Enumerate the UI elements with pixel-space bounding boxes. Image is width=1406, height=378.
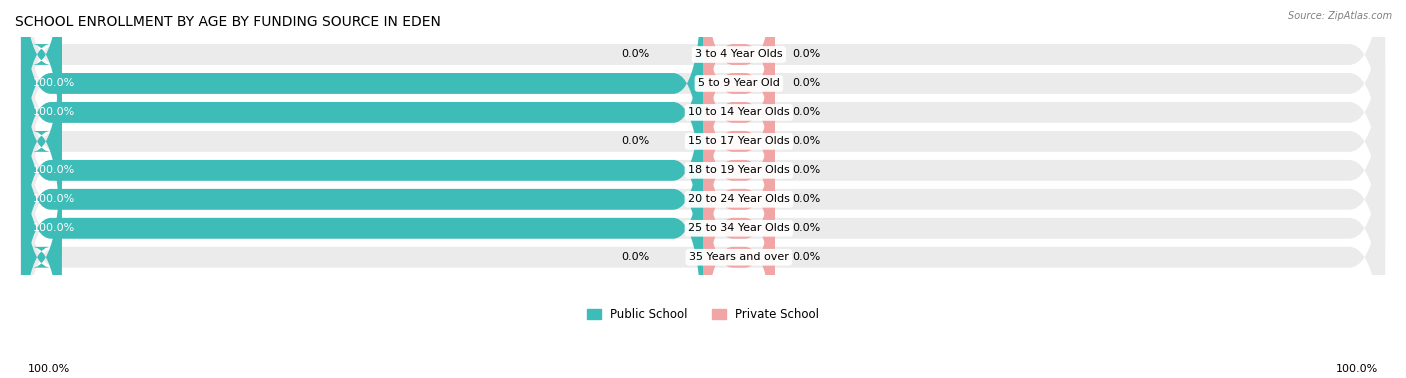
Text: 0.0%: 0.0% <box>621 50 650 59</box>
FancyBboxPatch shape <box>703 123 775 378</box>
Text: 0.0%: 0.0% <box>793 252 821 262</box>
FancyBboxPatch shape <box>21 36 703 305</box>
Text: 3 to 4 Year Olds: 3 to 4 Year Olds <box>695 50 783 59</box>
FancyBboxPatch shape <box>703 0 775 218</box>
FancyBboxPatch shape <box>21 7 62 276</box>
FancyBboxPatch shape <box>703 65 775 334</box>
Text: 0.0%: 0.0% <box>793 194 821 204</box>
Text: 100.0%: 100.0% <box>32 223 75 233</box>
FancyBboxPatch shape <box>21 65 1385 378</box>
Text: 0.0%: 0.0% <box>793 223 821 233</box>
Text: SCHOOL ENROLLMENT BY AGE BY FUNDING SOURCE IN EDEN: SCHOOL ENROLLMENT BY AGE BY FUNDING SOUR… <box>15 15 441 29</box>
Text: 18 to 19 Year Olds: 18 to 19 Year Olds <box>688 165 790 175</box>
FancyBboxPatch shape <box>21 123 62 378</box>
FancyBboxPatch shape <box>21 0 1385 305</box>
FancyBboxPatch shape <box>21 36 1385 363</box>
FancyBboxPatch shape <box>21 94 703 363</box>
Text: 35 Years and over: 35 Years and over <box>689 252 789 262</box>
Text: 0.0%: 0.0% <box>793 79 821 88</box>
FancyBboxPatch shape <box>703 0 775 189</box>
FancyBboxPatch shape <box>21 0 1385 276</box>
Text: 15 to 17 Year Olds: 15 to 17 Year Olds <box>688 136 790 146</box>
FancyBboxPatch shape <box>21 0 62 189</box>
Text: 25 to 34 Year Olds: 25 to 34 Year Olds <box>688 223 790 233</box>
Text: 100.0%: 100.0% <box>32 194 75 204</box>
FancyBboxPatch shape <box>703 94 775 363</box>
Text: 100.0%: 100.0% <box>32 165 75 175</box>
Text: 100.0%: 100.0% <box>1336 364 1378 374</box>
FancyBboxPatch shape <box>703 0 775 247</box>
Text: Source: ZipAtlas.com: Source: ZipAtlas.com <box>1288 11 1392 21</box>
FancyBboxPatch shape <box>21 65 703 334</box>
Text: 100.0%: 100.0% <box>28 364 70 374</box>
Text: 100.0%: 100.0% <box>32 79 75 88</box>
Text: 0.0%: 0.0% <box>793 136 821 146</box>
FancyBboxPatch shape <box>21 0 703 247</box>
FancyBboxPatch shape <box>21 0 1385 247</box>
Legend: Public School, Private School: Public School, Private School <box>586 308 820 321</box>
FancyBboxPatch shape <box>21 94 1385 378</box>
FancyBboxPatch shape <box>703 36 775 305</box>
Text: 5 to 9 Year Old: 5 to 9 Year Old <box>697 79 780 88</box>
Text: 0.0%: 0.0% <box>621 136 650 146</box>
FancyBboxPatch shape <box>21 7 1385 334</box>
Text: 10 to 14 Year Olds: 10 to 14 Year Olds <box>688 107 790 118</box>
Text: 0.0%: 0.0% <box>793 107 821 118</box>
FancyBboxPatch shape <box>21 0 703 218</box>
Text: 20 to 24 Year Olds: 20 to 24 Year Olds <box>688 194 790 204</box>
Text: 0.0%: 0.0% <box>621 252 650 262</box>
Text: 0.0%: 0.0% <box>793 165 821 175</box>
Text: 100.0%: 100.0% <box>32 107 75 118</box>
Text: 0.0%: 0.0% <box>793 50 821 59</box>
FancyBboxPatch shape <box>703 7 775 276</box>
FancyBboxPatch shape <box>21 0 1385 218</box>
